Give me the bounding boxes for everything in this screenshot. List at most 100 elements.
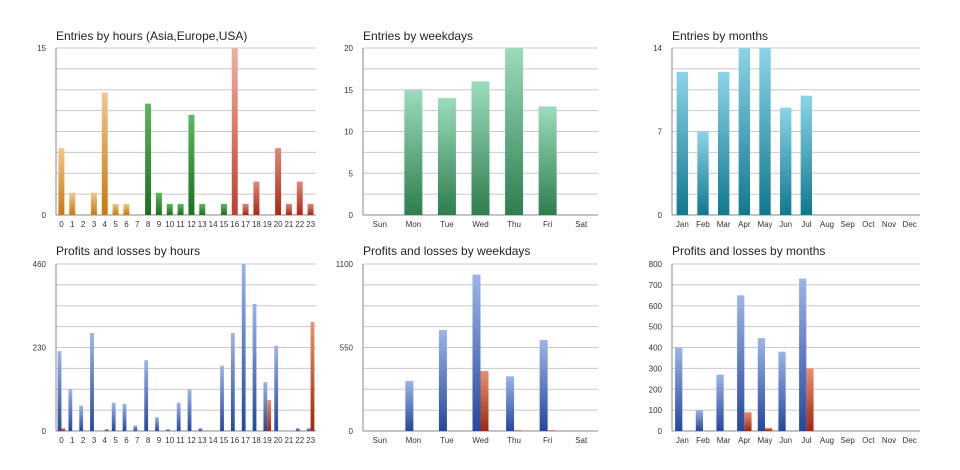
x-tick-label: 18 [252, 220, 261, 229]
y-tick-label: 700 [649, 281, 663, 290]
x-tick-label: 2 [81, 436, 86, 445]
bar [275, 148, 282, 215]
plot-area: 0 5 10 15 20 Sun Mon Tue Wed Thu Fri Sat [344, 44, 598, 229]
profit-bar [675, 347, 683, 431]
y-tick-label: 0 [349, 211, 354, 220]
loss-bar [744, 412, 752, 431]
profit-bar [165, 429, 170, 431]
x-tick-label: 13 [198, 436, 207, 445]
x-tick-label: Sep [841, 436, 856, 445]
profit-bar [155, 417, 159, 431]
x-tick-label: 12 [187, 436, 196, 445]
x-tick-label: 7 [135, 436, 140, 445]
x-tick-label: 17 [241, 220, 250, 229]
y-tick-label: 600 [649, 302, 663, 311]
bar [779, 107, 792, 215]
bar [231, 48, 238, 215]
profit-bar [757, 338, 765, 431]
chart-panel-entries-weekdays: Entries by weekdays 0 5 10 15 20 Sun Mon Tue Wed… [344, 29, 598, 229]
x-tick-label: 7 [135, 220, 140, 229]
x-tick-label: 2 [81, 220, 86, 229]
profit-bar [220, 365, 224, 431]
chart-title: Profits and losses by hours [56, 244, 200, 258]
profit-bar [539, 339, 548, 431]
y-tick-label: 0 [42, 211, 47, 220]
x-tick-label: Apr [738, 220, 751, 229]
profit-bar [79, 405, 84, 431]
x-tick-label: 10 [165, 436, 174, 445]
x-tick-label: 22 [295, 220, 304, 229]
bar [437, 98, 456, 215]
x-tick-label: Aug [820, 436, 834, 445]
y-tick-label: 400 [649, 344, 663, 353]
x-tick-label: Sat [575, 436, 588, 445]
x-tick-label: May [757, 436, 772, 445]
profit-bar [230, 332, 235, 431]
chart-title: Entries by weekdays [363, 29, 473, 43]
y-tick-label: 550 [340, 344, 354, 353]
y-tick-label: 200 [649, 385, 663, 394]
loss-bar [310, 322, 315, 431]
x-tick-label: Mon [406, 436, 422, 445]
bar [101, 92, 108, 215]
bar [759, 48, 771, 215]
x-tick-label: Sat [575, 220, 588, 229]
x-tick-label: 13 [198, 220, 207, 229]
x-tick-label: Feb [696, 436, 710, 445]
profit-bar [306, 428, 311, 431]
y-tick-label: 230 [33, 344, 47, 353]
loss-bar [765, 427, 773, 431]
profit-bar [799, 278, 807, 431]
bar [404, 89, 423, 215]
profit-bar [274, 345, 279, 431]
x-tick-label: 19 [263, 220, 272, 229]
x-tick-label: Nov [882, 436, 896, 445]
x-tick-label: Feb [696, 220, 710, 229]
x-tick-label: 1 [70, 436, 75, 445]
profit-bar [252, 303, 257, 431]
x-tick-label: Sep [841, 220, 856, 229]
y-tick-label: 0 [658, 427, 663, 436]
y-tick-label: 0 [349, 427, 354, 436]
x-tick-label: Wed [472, 436, 488, 445]
profit-bar [90, 332, 94, 431]
plot-area: 0 550 1100 Sun Mon Tue Wed Thu Fri Sat [336, 260, 598, 445]
x-tick-label: Aug [820, 220, 834, 229]
bar [296, 181, 303, 215]
x-tick-label: 5 [113, 220, 118, 229]
profit-bar [737, 295, 745, 431]
y-tick-label: 0 [658, 211, 663, 220]
x-tick-label: 10 [165, 220, 174, 229]
profit-bar [241, 264, 246, 431]
bar [188, 114, 195, 215]
x-tick-label: Dec [903, 436, 917, 445]
plot-area: 0 100 200 300 400 500 600 700 800 Jan Feb Mar Apr May… [649, 260, 920, 445]
profit-bar [295, 428, 300, 431]
plot-area: 0 7 14 Jan Feb Mar Apr May Jun Jul Aug Sep Oct Nov Dec [653, 44, 920, 229]
x-tick-label: 8 [146, 436, 151, 445]
bar [800, 95, 813, 215]
bar [123, 203, 130, 215]
x-tick-label: Oct [862, 436, 875, 445]
chart-title: Profits and losses by weekdays [363, 244, 530, 258]
profit-bar [111, 402, 116, 431]
x-tick-label: Jan [676, 220, 689, 229]
x-tick-label: 5 [113, 436, 118, 445]
y-tick-label: 500 [649, 323, 663, 332]
x-tick-label: 23 [306, 220, 315, 229]
x-tick-label: 12 [187, 220, 196, 229]
x-tick-label: Wed [472, 220, 488, 229]
profit-bar [68, 389, 73, 431]
profit-bar [263, 381, 268, 431]
bar [717, 71, 730, 215]
bar [285, 203, 292, 215]
profit-bar [198, 428, 203, 431]
profit-bar [187, 389, 192, 431]
y-tick-label: 15 [37, 44, 46, 53]
x-tick-label: 16 [230, 436, 239, 445]
x-tick-label: Jun [779, 436, 792, 445]
